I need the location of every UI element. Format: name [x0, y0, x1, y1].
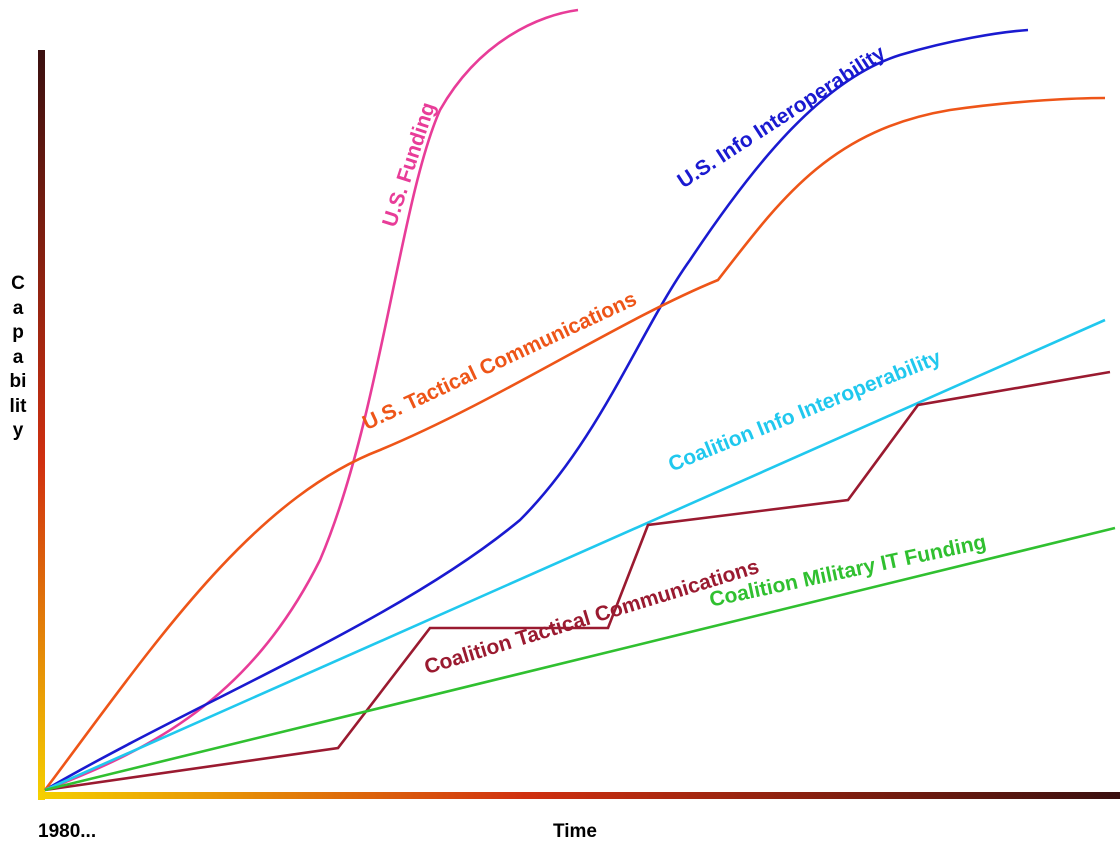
x-axis [38, 792, 1120, 799]
coalition-info-curve [44, 318, 1106, 792]
x-start-label: 1980... [38, 821, 96, 842]
coalition-tactical-curve [44, 370, 1111, 792]
us-tactical-curve [43, 96, 1106, 791]
us-info-curve [44, 28, 1029, 792]
y-axis [38, 50, 45, 800]
curve-label: U.S. Info Interoperability [673, 41, 889, 193]
x-axis-label: Time [553, 821, 597, 842]
us-funding-curve [44, 8, 579, 792]
curve-label: U.S. Tactical Communications [359, 287, 640, 434]
curve-label: Coalition Tactical Communications [422, 555, 762, 679]
y-axis-label: Capability [9, 273, 27, 441]
coalition-it-curve [44, 526, 1116, 792]
